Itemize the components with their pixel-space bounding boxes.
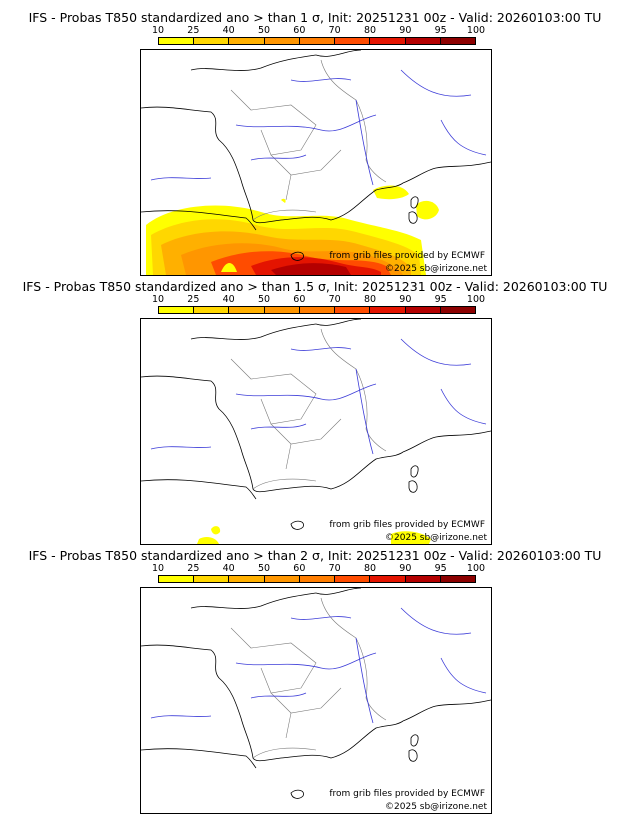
legend-tick-label: 100 [466, 563, 486, 574]
legend-color-cell [194, 38, 230, 44]
legend-tick-label: 70 [328, 25, 341, 36]
legend-color-cell [440, 38, 475, 44]
source-credit: from grib files provided by ECMWF [329, 520, 485, 530]
legend-color-cell [229, 307, 265, 313]
legend-tick-label: 60 [293, 294, 306, 305]
probability-map: from grib files provided by ECMWF ©2025 … [140, 587, 492, 814]
legend-tick-label: 70 [328, 563, 341, 574]
panel-title: IFS - Probas T850 standardized ano > tha… [22, 279, 608, 294]
legend-tick-label: 10 [151, 563, 165, 574]
legend-color-cell [194, 307, 230, 313]
legend-tick-label: 25 [187, 25, 200, 36]
legend-tick-label: 100 [466, 294, 486, 305]
legend-tick-label: 40 [222, 25, 235, 36]
map-panel-2: IFS - Probas T850 standardized ano > tha… [0, 279, 630, 547]
legend-color-bar [158, 575, 476, 583]
rivers [150, 338, 487, 455]
probability-map: from grib files provided by ECMWF ©2025 … [140, 318, 492, 545]
legend-color-cell [264, 307, 300, 313]
legend-color-cell [335, 307, 371, 313]
legend-color-cell [159, 576, 195, 582]
copyright-credit: ©2025 sb@irizone.net [385, 802, 487, 812]
rivers [150, 607, 487, 724]
legend-color-cell [264, 576, 300, 582]
legend-tick-label: 40 [222, 294, 235, 305]
legend-color-cell [405, 307, 441, 313]
source-credit: from grib files provided by ECMWF [329, 251, 485, 261]
legend-tick-label: 95 [434, 25, 447, 36]
legend-color-cell [264, 38, 300, 44]
legend-color-cell [405, 38, 441, 44]
legend-color-cell [229, 576, 265, 582]
legend-color-cell [159, 307, 195, 313]
map-graphic [141, 588, 491, 799]
source-credit: from grib files provided by ECMWF [329, 789, 485, 799]
legend-tick-label: 10 [151, 25, 165, 36]
legend-color-cell [335, 576, 371, 582]
rivers [150, 69, 487, 186]
borders [230, 328, 387, 490]
map-panel-3: IFS - Probas T850 standardized ano > tha… [0, 548, 630, 816]
legend-tick-label: 80 [363, 25, 377, 36]
legend-tick-label: 50 [257, 25, 271, 36]
legend-tick-label: 95 [434, 294, 447, 305]
legend-color-bar [158, 37, 476, 45]
coastlines [141, 588, 491, 799]
legend-tick-label: 80 [363, 563, 377, 574]
copyright-credit: ©2025 sb@irizone.net [385, 264, 487, 274]
legend-color-cell [194, 576, 230, 582]
color-legend: 10 25 40 50 60 70 80 90 95 100 [152, 25, 485, 47]
legend-color-cell [440, 576, 475, 582]
legend-color-cell [159, 38, 195, 44]
legend-tick-label: 60 [293, 563, 306, 574]
legend-tick-label: 80 [363, 294, 377, 305]
legend-tick-label: 25 [187, 563, 200, 574]
legend-color-cell [335, 38, 371, 44]
color-legend: 10 25 40 50 60 70 80 90 95 100 [152, 563, 485, 585]
legend-tick-label: 90 [399, 294, 412, 305]
borders [230, 597, 387, 759]
probability-field [197, 526, 431, 544]
panel-title: IFS - Probas T850 standardized ano > tha… [28, 548, 602, 563]
legend-tick-label: 90 [399, 563, 412, 574]
coastlines [141, 319, 491, 530]
legend-tick-label: 40 [222, 563, 235, 574]
legend-color-cell [229, 38, 265, 44]
legend-color-cell [299, 38, 336, 44]
map-graphic [141, 50, 491, 275]
legend-tick-label: 50 [257, 294, 271, 305]
map-graphic [141, 319, 491, 544]
color-legend: 10 25 40 50 60 70 80 90 95 100 [152, 294, 485, 316]
legend-tick-label: 70 [328, 294, 341, 305]
legend-tick-label: 10 [151, 294, 165, 305]
legend-tick-label: 25 [187, 294, 200, 305]
legend-color-cell [370, 576, 406, 582]
legend-color-cell [299, 576, 336, 582]
legend-tick-label: 60 [293, 25, 306, 36]
legend-color-cell [299, 307, 336, 313]
map-panel-1: IFS - Probas T850 standardized ano > tha… [0, 10, 630, 278]
legend-color-cell [370, 38, 406, 44]
legend-color-bar [158, 306, 476, 314]
copyright-credit: ©2025 sb@irizone.net [385, 533, 487, 543]
legend-tick-label: 100 [466, 25, 486, 36]
legend-color-cell [405, 576, 441, 582]
legend-tick-label: 50 [257, 563, 271, 574]
panel-title: IFS - Probas T850 standardized ano > tha… [28, 10, 602, 25]
legend-tick-label: 95 [434, 563, 447, 574]
legend-color-cell [370, 307, 406, 313]
probability-field [146, 185, 439, 275]
borders [230, 59, 387, 221]
legend-color-cell [440, 307, 475, 313]
legend-tick-label: 90 [399, 25, 412, 36]
probability-map: from grib files provided by ECMWF ©2025 … [140, 49, 492, 276]
